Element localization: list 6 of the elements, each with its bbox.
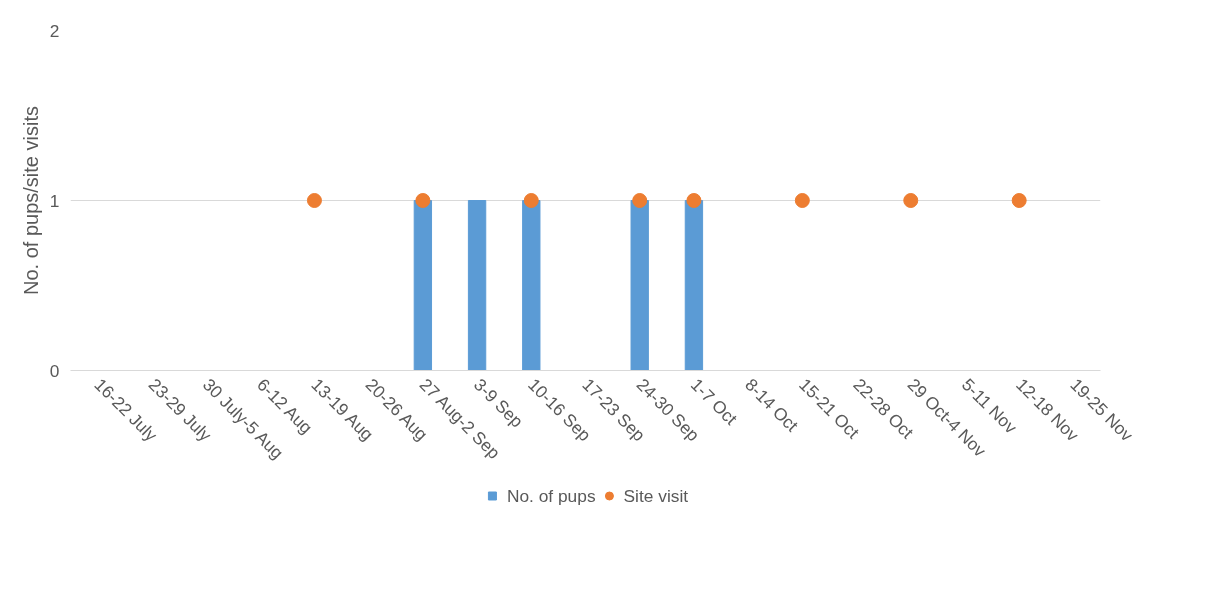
- legend-label: Site visit: [623, 485, 689, 506]
- y-tick-label: 1: [49, 190, 60, 211]
- y-tick-label: 0: [49, 360, 60, 381]
- legend-label: No. of pups: [506, 485, 596, 506]
- y-axis-title: No. of pups/site visits: [19, 106, 42, 295]
- y-tick-label: 2: [49, 20, 60, 41]
